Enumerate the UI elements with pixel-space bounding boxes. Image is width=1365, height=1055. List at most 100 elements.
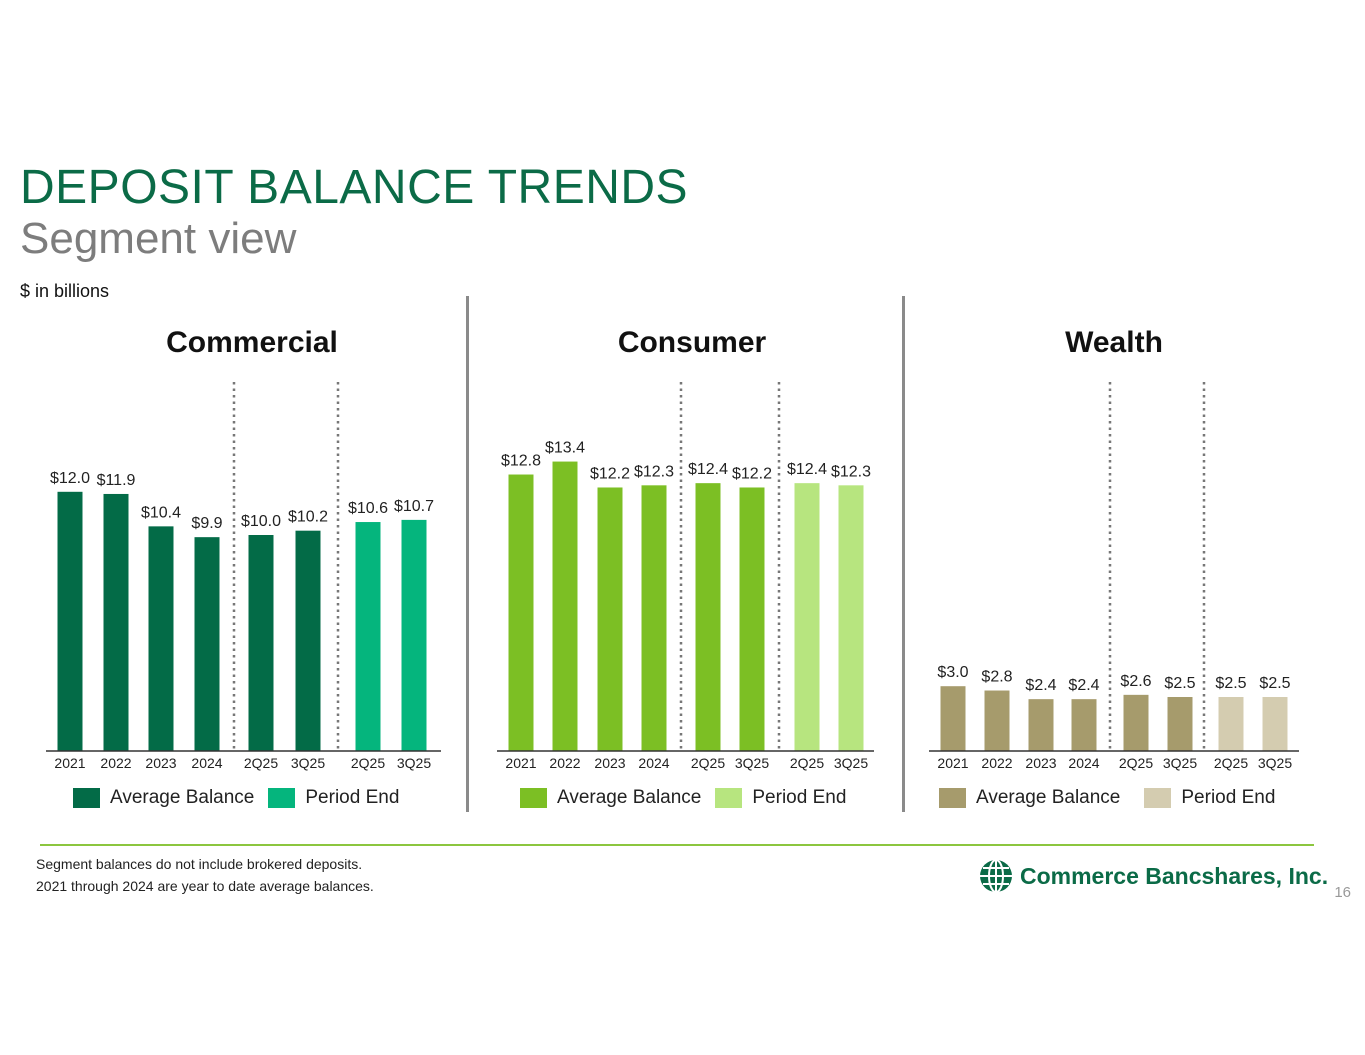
deposit-charts: $12.0 2021 $11.9 2022 $10.4 2023 $9.9 2024 $10.0… (46, 382, 1299, 771)
commercial-data-label: $10.7 (394, 498, 434, 515)
commercial-bar (57, 491, 83, 751)
commercial-title: Commercial (166, 326, 338, 359)
commercial-data-label: $10.0 (241, 513, 281, 530)
consumer-data-label: $12.3 (634, 463, 674, 480)
consumer-tick-label: 2024 (638, 755, 669, 771)
consumer-tick-label: 3Q25 (735, 755, 769, 771)
commercial-tick-label: 2Q25 (351, 755, 385, 771)
wealth-tick-label: 3Q25 (1163, 755, 1197, 771)
footnote-1: Segment balances do not include brokered… (36, 856, 363, 872)
wealth-bar (1028, 699, 1054, 751)
consumer-data-label: $12.2 (590, 465, 630, 482)
commercial-tick-label: 2021 (54, 755, 85, 771)
commercial-bar (355, 522, 381, 751)
wealth-bar (984, 690, 1010, 751)
consumer-data-label: $13.4 (545, 440, 585, 457)
legend-swatch-average (939, 788, 966, 808)
wealth-title: Wealth (1065, 326, 1163, 359)
consumer-bar (552, 461, 578, 751)
commercial-legend: Average Balance Period End (73, 787, 413, 809)
wealth-data-label: $2.5 (1259, 675, 1290, 692)
wealth-data-label: $2.5 (1215, 675, 1246, 692)
consumer-legend: Average Balance Period End (520, 787, 860, 809)
wealth-data-label: $2.4 (1025, 677, 1056, 694)
legend-label-period-end: Period End (305, 787, 400, 808)
consumer-data-label: $12.2 (732, 465, 772, 482)
consumer-bar (695, 483, 721, 751)
consumer-data-label: $12.8 (501, 453, 541, 470)
wealth-tick-label: 2Q25 (1214, 755, 1248, 771)
consumer-tick-label: 2021 (505, 755, 536, 771)
commercial-data-label: $10.2 (288, 509, 328, 526)
legend-item-period-end: Period End (715, 787, 846, 809)
consumer-title: Consumer (617, 326, 767, 359)
wealth-bar (1123, 694, 1149, 751)
commercial-data-label: $11.9 (97, 472, 136, 489)
logo-text: Commerce Bancshares, Inc. (1020, 862, 1329, 889)
commercial-bar (401, 519, 427, 751)
footer-divider (40, 844, 1314, 846)
legend-label-average: Average Balance (976, 787, 1121, 808)
commercial-bar (148, 526, 174, 751)
wealth-tick-label: 2023 (1025, 755, 1056, 771)
commercial-data-label: $12.0 (50, 470, 90, 487)
consumer-bar (794, 483, 820, 751)
legend-swatch-average (520, 788, 547, 808)
wealth-tick-label: 2Q25 (1119, 755, 1153, 771)
legend-label-period-end: Period End (752, 787, 847, 808)
consumer-bar (597, 487, 623, 751)
globe-icon (980, 859, 1012, 893)
units-note: $ in billions (20, 281, 110, 301)
page-number: 16 (1334, 884, 1351, 901)
wealth-tick-label: 3Q25 (1258, 755, 1292, 771)
wealth-data-label: $2.8 (981, 669, 1012, 686)
wealth-data-label: $2.6 (1120, 673, 1151, 690)
wealth-bar (1262, 697, 1288, 751)
wealth-data-label: $3.0 (937, 664, 968, 681)
commercial-data-label: $10.6 (348, 500, 388, 517)
commercial-tick-label: 3Q25 (397, 755, 431, 771)
consumer-data-label: $12.4 (787, 461, 827, 478)
commercial-tick-label: 2023 (145, 755, 176, 771)
wealth-tick-label: 2022 (981, 755, 1012, 771)
page-subtitle: Segment view (20, 214, 297, 263)
legend-label-period-end: Period End (1181, 787, 1276, 808)
footnote-2: 2021 through 2024 are year to date avera… (36, 878, 374, 894)
commercial-data-label: $9.9 (191, 515, 222, 532)
consumer-bar (508, 474, 534, 751)
legend-label-average: Average Balance (557, 787, 702, 808)
commercial-bar (103, 493, 129, 751)
consumer-tick-label: 2022 (549, 755, 580, 771)
legend-item-average: Average Balance (939, 787, 1120, 809)
consumer-data-label: $12.4 (688, 461, 728, 478)
legend-swatch-period-end (715, 788, 743, 808)
legend-item-average: Average Balance (520, 787, 701, 809)
panel-divider-2 (902, 296, 905, 812)
legend-swatch-period-end (1144, 788, 1172, 808)
legend-swatch-average (73, 788, 100, 808)
legend-item-average: Average Balance (73, 787, 254, 809)
consumer-tick-label: 2023 (594, 755, 625, 771)
consumer-tick-label: 2Q25 (790, 755, 824, 771)
commercial-bar (194, 537, 220, 751)
commercial-bar (295, 530, 321, 751)
wealth-legend: Average Balance Period End (939, 787, 1289, 809)
consumer-tick-label: 3Q25 (834, 755, 868, 771)
commercial-tick-label: 2022 (100, 755, 131, 771)
wealth-bar (940, 686, 966, 751)
consumer-bar (838, 485, 864, 751)
commercial-bar (248, 535, 274, 751)
wealth-bar (1218, 697, 1244, 751)
legend-item-period-end: Period End (268, 787, 399, 809)
legend-swatch-period-end (268, 788, 296, 808)
wealth-tick-label: 2021 (937, 755, 968, 771)
commercial-tick-label: 3Q25 (291, 755, 325, 771)
wealth-tick-label: 2024 (1068, 755, 1099, 771)
page-title: DEPOSIT BALANCE TRENDS (20, 161, 689, 214)
wealth-data-label: $2.4 (1068, 677, 1099, 694)
wealth-bar (1071, 699, 1097, 751)
wealth-bar (1167, 697, 1193, 751)
company-logo: Commerce Bancshares, Inc. (978, 858, 1328, 894)
consumer-tick-label: 2Q25 (691, 755, 725, 771)
commercial-data-label: $10.4 (141, 504, 181, 521)
